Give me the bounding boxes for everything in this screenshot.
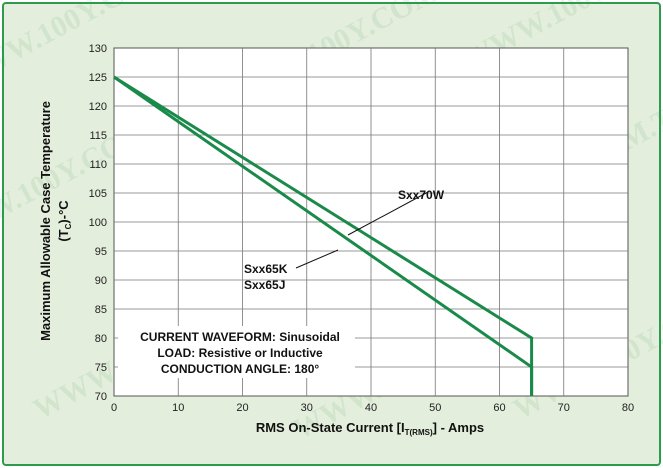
x-tick-label: 20 [236, 402, 248, 414]
x-tick-label: 50 [429, 402, 441, 414]
x-tick-label: 0 [111, 402, 117, 414]
y-tick-label: 90 [95, 275, 107, 287]
series-layer [113, 75, 534, 396]
y-axis-title-unit: (TC)-°C [56, 200, 73, 242]
x-tick-label: 80 [622, 402, 634, 414]
condition-angle: CONDUCTION ANGLE: 180° [161, 362, 320, 376]
y-tick-label: 120 [89, 101, 107, 113]
y-tick-label: 115 [89, 130, 107, 142]
x-tick-label: 10 [172, 402, 184, 414]
y-tick-label: 85 [95, 304, 107, 316]
series-line-sxx65k-sxx65j [113, 75, 534, 396]
y-tick-label: 80 [95, 333, 107, 345]
y-axis-title-main: Maximum Allowable Case Temperature [38, 101, 53, 341]
x-axis-title: RMS On-State Current [IT(RMS)] - Amps [256, 420, 484, 437]
y-tick-label: 75 [95, 362, 107, 374]
y-tick-label: 130 [89, 43, 107, 55]
y-tick-label: 125 [89, 72, 107, 84]
y-tick-label: 95 [95, 246, 107, 258]
conditions-box [118, 326, 355, 378]
x-tick-label: 30 [301, 402, 313, 414]
y-axis-title-pre: (T [56, 229, 71, 241]
y-tick-label: 70 [95, 391, 107, 403]
x-tick-label: 70 [558, 402, 570, 414]
x-axis-ticks: 0 10 20 30 40 50 60 70 80 [111, 402, 634, 414]
y-tick-label: 105 [89, 188, 107, 200]
series-label-sxx65j: Sxx65J [244, 278, 285, 292]
y-tick-label: 110 [89, 159, 107, 171]
x-axis-title-subscript: T(RMS) [405, 428, 433, 437]
sxx65-leader [295, 249, 339, 269]
condition-waveform: CURRENT WAVEFORM: Sinusoidal [140, 330, 340, 344]
y-axis-title: Maximum Allowable Case Temperature (TC)-… [38, 101, 73, 341]
x-axis-title-tail: ] - Amps [433, 420, 485, 435]
series-label-sxx70w: Sxx70W [398, 188, 445, 202]
y-axis-title-post: )-°C [56, 200, 71, 224]
x-tick-label: 40 [365, 402, 377, 414]
sxx70w-leader [347, 191, 429, 236]
x-tick-label: 60 [493, 402, 505, 414]
y-axis-title-subscript: C [64, 223, 73, 229]
condition-load: LOAD: Resistive or Inductive [157, 346, 323, 360]
x-axis-title-main: RMS On-State Current [I [256, 420, 405, 435]
y-axis-ticks: 70 75 80 85 90 95 100 105 110 115 120 125 130 [89, 43, 107, 403]
grid [114, 48, 628, 396]
y-tick-label: 100 [89, 217, 107, 229]
series-label-sxx65k: Sxx65K [244, 262, 288, 276]
